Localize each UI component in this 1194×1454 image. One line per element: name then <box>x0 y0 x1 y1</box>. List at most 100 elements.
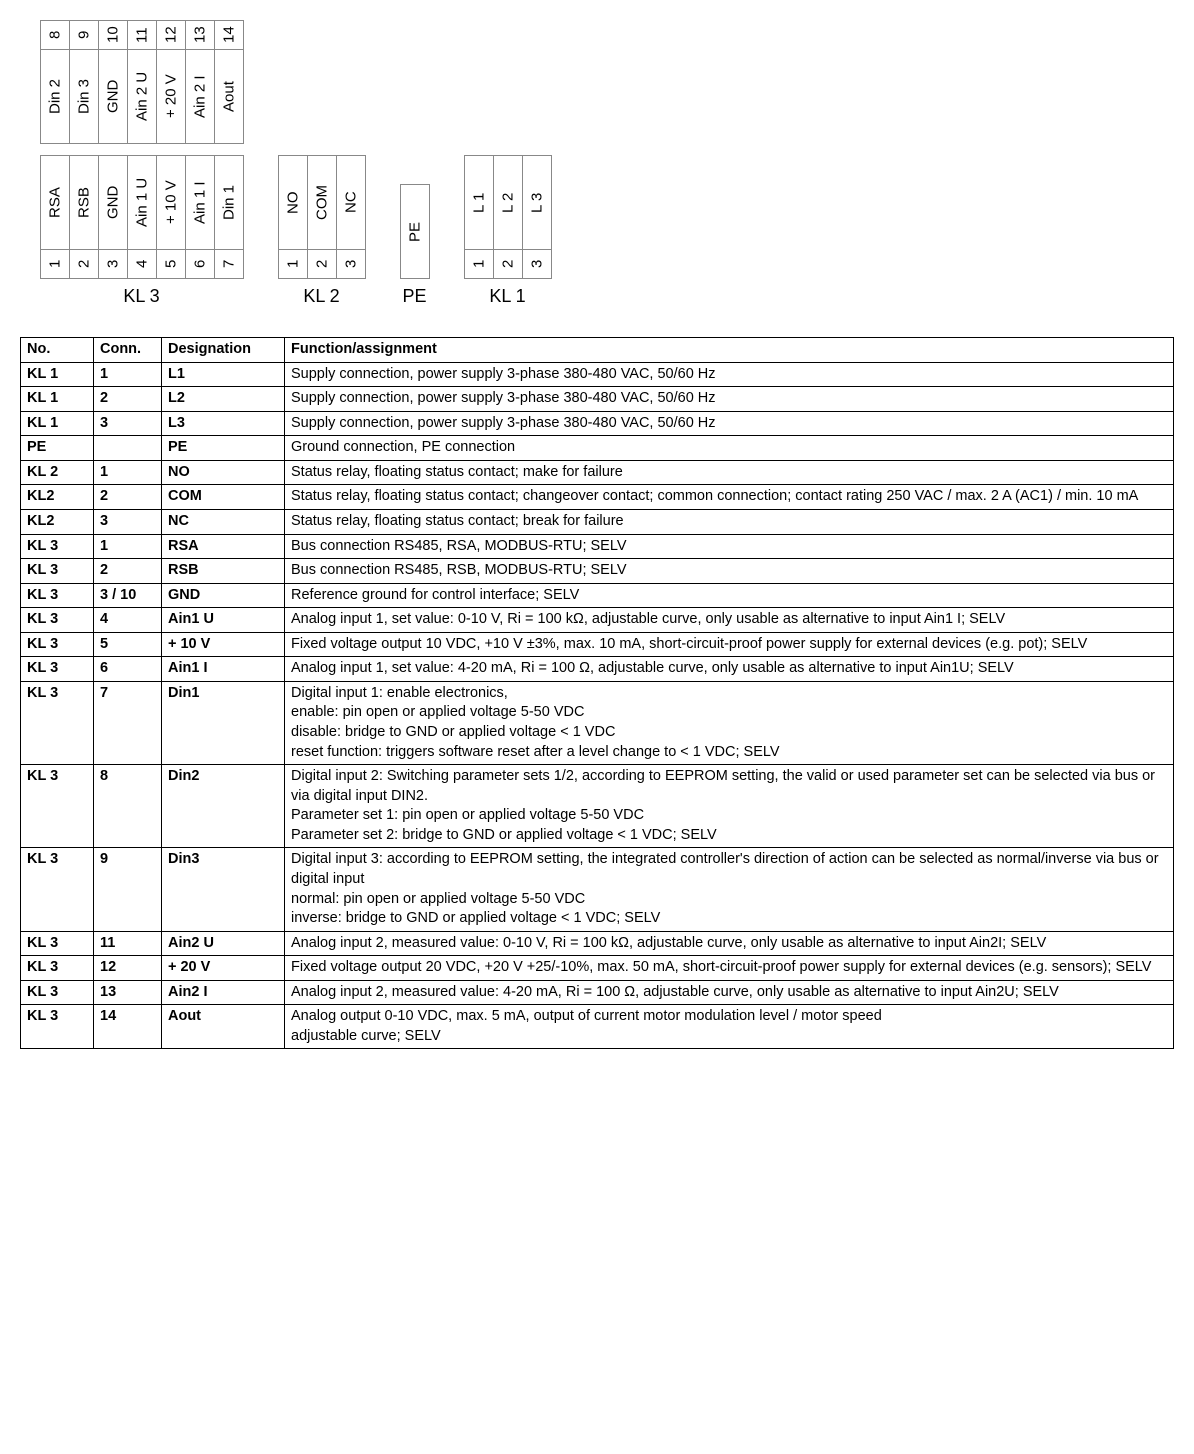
cell-no: KL 3 <box>21 1005 94 1049</box>
cell-designation: + 10 V <box>162 632 285 657</box>
cell-no: KL 3 <box>21 632 94 657</box>
kl3-upper-terminal: 11Ain 2 U <box>127 20 156 143</box>
cell-designation: + 20 V <box>162 956 285 981</box>
cell-function: Digital input 2: Switching parameter set… <box>285 765 1174 848</box>
cell-function: Supply connection, power supply 3-phase … <box>285 411 1174 436</box>
cell-function: Analog output 0-10 VDC, max. 5 mA, outpu… <box>285 1005 1174 1049</box>
cell-no: KL 3 <box>21 980 94 1005</box>
kl3-lower-terminal: RSA1 <box>40 155 69 278</box>
cell-designation: PE <box>162 436 285 461</box>
cell-no: KL 3 <box>21 657 94 682</box>
kl3-lower-terminal: Din 17 <box>214 155 243 278</box>
cell-function: Ground connection, PE connection <box>285 436 1174 461</box>
cell-conn: 12 <box>94 956 162 981</box>
cell-designation: RSA <box>162 534 285 559</box>
terminal-number: 11 <box>127 20 157 50</box>
kl3-lower-terminal: GND3 <box>98 155 127 278</box>
cell-function: Supply connection, power supply 3-phase … <box>285 362 1174 387</box>
cell-designation: NC <box>162 509 285 534</box>
cell-conn: 2 <box>94 485 162 510</box>
terminal-name: L 2 <box>493 155 523 250</box>
kl2-block: NO1COM2NC3 KL 2 <box>278 155 365 307</box>
kl2-row: NO1COM2NC3 <box>278 155 365 278</box>
pe-row: PE <box>400 184 429 278</box>
cell-function: Analog input 1, set value: 0-10 V, Ri = … <box>285 608 1174 633</box>
cell-no: KL 3 <box>21 681 94 764</box>
terminal-name: + 20 V <box>156 49 186 144</box>
terminal-name: Ain 2 U <box>127 49 157 144</box>
table-row: KL 12L2Supply connection, power supply 3… <box>21 387 1174 412</box>
terminal-number: 2 <box>69 249 99 279</box>
terminal-number: 4 <box>127 249 157 279</box>
cell-designation: NO <box>162 460 285 485</box>
cell-function: Supply connection, power supply 3-phase … <box>285 387 1174 412</box>
kl3-lower-row: RSA1RSB2GND3Ain 1 U4+ 10 V5Ain 1 I6Din 1… <box>40 155 243 278</box>
cell-designation: GND <box>162 583 285 608</box>
cell-function: Bus connection RS485, RSA, MODBUS-RTU; S… <box>285 534 1174 559</box>
spec-table: No. Conn. Designation Function/assignmen… <box>20 337 1174 1049</box>
table-row: KL 312+ 20 VFixed voltage output 20 VDC,… <box>21 956 1174 981</box>
kl3-upper-terminal: 13Ain 2 I <box>185 20 214 143</box>
cell-conn: 3 / 10 <box>94 583 162 608</box>
kl3-upper-terminal: 9Din 3 <box>69 20 98 143</box>
kl3-block: 8Din 29Din 310GND11Ain 2 U12+ 20 V13Ain … <box>40 20 243 307</box>
terminal-number: 6 <box>185 249 215 279</box>
terminal-number: 2 <box>493 249 523 279</box>
table-row: KL22COMStatus relay, floating status con… <box>21 485 1174 510</box>
cell-designation: Din1 <box>162 681 285 764</box>
table-row: KL 37Din1Digital input 1: enable electro… <box>21 681 1174 764</box>
terminal-number: 14 <box>214 20 244 50</box>
kl3-upper-terminal: 14Aout <box>214 20 243 143</box>
header-conn: Conn. <box>94 338 162 363</box>
table-row: KL 36Ain1 IAnalog input 1, set value: 4-… <box>21 657 1174 682</box>
cell-designation: Ain2 U <box>162 931 285 956</box>
table-row: KL 39Din3Digital input 3: according to E… <box>21 848 1174 931</box>
cell-designation: RSB <box>162 559 285 584</box>
cell-conn: 1 <box>94 362 162 387</box>
table-row: PEPEGround connection, PE connection <box>21 436 1174 461</box>
terminal-diagram: 8Din 29Din 310GND11Ain 2 U12+ 20 V13Ain … <box>40 20 1174 307</box>
table-row: KL 311Ain2 UAnalog input 2, measured val… <box>21 931 1174 956</box>
terminal-number: 8 <box>40 20 70 50</box>
cell-function: Analog input 2, measured value: 0-10 V, … <box>285 931 1174 956</box>
terminal-name: L 3 <box>522 155 552 250</box>
terminal-name: GND <box>98 155 128 250</box>
terminal-number: 9 <box>69 20 99 50</box>
terminal-name: Ain 2 I <box>185 49 215 144</box>
table-row: KL 313Ain2 IAnalog input 2, measured val… <box>21 980 1174 1005</box>
cell-conn: 11 <box>94 931 162 956</box>
cell-conn <box>94 436 162 461</box>
cell-function: Digital input 3: according to EEPROM set… <box>285 848 1174 931</box>
cell-designation: Din3 <box>162 848 285 931</box>
terminal-name: Aout <box>214 49 244 144</box>
cell-function: Reference ground for control interface; … <box>285 583 1174 608</box>
pe-terminal: PE <box>400 184 430 279</box>
table-row: KL 34Ain1 UAnalog input 1, set value: 0-… <box>21 608 1174 633</box>
cell-designation: Aout <box>162 1005 285 1049</box>
cell-no: KL 3 <box>21 559 94 584</box>
kl1-terminal: L 11 <box>464 155 493 278</box>
cell-conn: 5 <box>94 632 162 657</box>
cell-function: Analog input 2, measured value: 4-20 mA,… <box>285 980 1174 1005</box>
header-function: Function/assignment <box>285 338 1174 363</box>
table-row: KL 33 / 10GNDReference ground for contro… <box>21 583 1174 608</box>
terminal-number: 3 <box>522 249 552 279</box>
cell-conn: 9 <box>94 848 162 931</box>
cell-conn: 1 <box>94 460 162 485</box>
pe-block: PE PE <box>400 184 429 307</box>
cell-function: Status relay, floating status contact; b… <box>285 509 1174 534</box>
table-row: KL 38Din2Digital input 2: Switching para… <box>21 765 1174 848</box>
cell-conn: 8 <box>94 765 162 848</box>
cell-no: KL 3 <box>21 608 94 633</box>
cell-no: KL2 <box>21 485 94 510</box>
table-row: KL 11L1Supply connection, power supply 3… <box>21 362 1174 387</box>
kl3-lower-terminal: RSB2 <box>69 155 98 278</box>
cell-designation: Din2 <box>162 765 285 848</box>
terminal-number: 5 <box>156 249 186 279</box>
cell-no: KL 2 <box>21 460 94 485</box>
cell-designation: L3 <box>162 411 285 436</box>
table-header-row: No. Conn. Designation Function/assignmen… <box>21 338 1174 363</box>
terminal-number: 1 <box>464 249 494 279</box>
terminal-name: NO <box>278 155 308 250</box>
cell-function: Status relay, floating status contact; m… <box>285 460 1174 485</box>
